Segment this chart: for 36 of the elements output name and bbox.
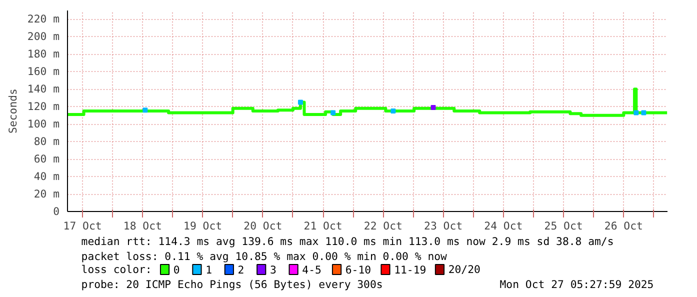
legend-label: 20/20 <box>448 263 480 276</box>
x-tick-label: 25 Oct <box>544 220 583 232</box>
y-tick-label: 20 m <box>34 188 60 201</box>
x-tick-label: 20 Oct <box>244 220 282 232</box>
text: probe: 20 ICMP Echo Pings (56 Bytes) every 300s <box>81 278 383 291</box>
y-tick-label: 140 m <box>27 82 60 96</box>
y-tick-label: 200 m <box>27 30 60 44</box>
text: median rtt: 114.3 ms avg 139.6 ms max 110.0 ms min 113.0 ms now 2.9 ms sd 38.8 am/s <box>81 235 614 248</box>
y-tick-label: 0 <box>53 205 60 218</box>
legend-label: 11-19 <box>394 264 426 276</box>
x-tick-label: 19 Oct <box>184 220 222 232</box>
y-tick-label: 180 m <box>27 48 60 61</box>
legend-label: 0 <box>173 264 180 276</box>
x-tick-label: 23 Oct <box>424 220 463 232</box>
x-tick-label: 17 Oct <box>63 220 102 232</box>
y-tick-label: 40 m <box>34 170 60 184</box>
x-tick-label: 22 Oct <box>364 220 402 232</box>
legend-label: 1 <box>206 264 212 276</box>
text: Mon Oct 27 05:27:59 2025 <box>500 278 654 291</box>
x-tick-label: 21 Oct <box>304 220 342 232</box>
y-tick-label: 120 m <box>27 100 60 114</box>
legend-label: 3 <box>270 264 276 276</box>
y-tick-label: 100 m <box>27 118 60 131</box>
legend-label: 4-5 <box>302 264 322 276</box>
y-axis-title: Seconds <box>6 88 20 134</box>
legend-label: 2 <box>238 264 244 276</box>
y-tick-label: 160 m <box>27 65 60 78</box>
text: packet loss: 0.11 % avg 10.85 % max 0.00 % min 0.00 % now <box>81 250 448 263</box>
legend-label: 6-10 <box>345 264 372 276</box>
x-tick-label: 18 Oct <box>123 220 162 232</box>
y-tick-label: 60 m <box>34 152 60 166</box>
x-tick-label: 24 Oct <box>484 220 523 232</box>
y-tick-label: 80 m <box>34 135 60 148</box>
legend-title: loss color: <box>81 263 152 276</box>
y-tick-label: 220 m <box>27 12 60 26</box>
x-tick-label: 26 Oct <box>604 220 643 232</box>
